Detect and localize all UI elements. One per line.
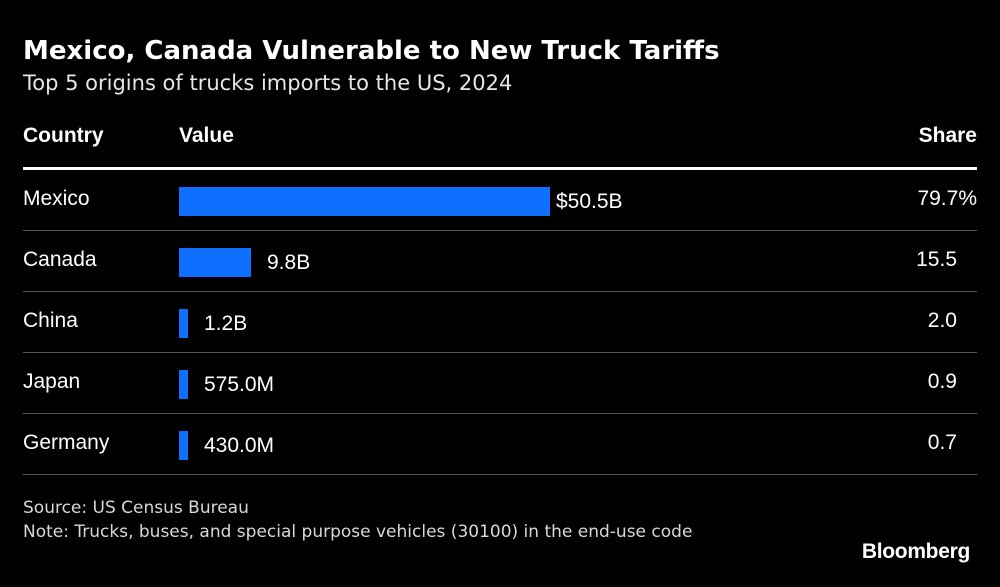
country-label: Germany — [23, 431, 110, 454]
bloomberg-logo: Bloomberg — [861, 540, 970, 563]
value-label: $50.5B — [556, 190, 623, 213]
country-label: Mexico — [23, 187, 90, 210]
row-divider — [23, 352, 977, 353]
country-label: China — [23, 309, 78, 332]
share-value: 2.0 — [927, 309, 957, 332]
chart-subtitle: Top 5 origins of trucks imports to the U… — [23, 71, 513, 95]
country-label: Canada — [23, 248, 97, 271]
share-value: 0.7 — [927, 431, 957, 454]
footnote: Note: Trucks, buses, and special purpose… — [23, 522, 693, 542]
value-bar — [179, 370, 188, 399]
row-divider — [23, 230, 977, 231]
chart-title: Mexico, Canada Vulnerable to New Truck T… — [23, 36, 720, 66]
value-bar — [179, 248, 251, 277]
row-divider — [23, 413, 977, 414]
table-row: Japan 575.0M 0.9 — [0, 353, 1000, 414]
row-divider — [23, 291, 977, 292]
column-header-share: Share — [918, 124, 977, 147]
share-value: 15.5 — [916, 248, 957, 271]
table-row: Canada 9.8B 15.5 — [0, 231, 1000, 292]
value-bar — [179, 187, 550, 216]
table-row: China 1.2B 2.0 — [0, 292, 1000, 353]
share-value: 79.7% — [917, 187, 977, 210]
column-header-country: Country — [23, 124, 104, 147]
header-divider — [23, 167, 977, 170]
source-note: Source: US Census Bureau — [23, 498, 249, 518]
country-label: Japan — [23, 370, 81, 393]
value-label: 1.2B — [204, 312, 248, 335]
value-label: 9.8B — [267, 251, 311, 274]
table-row: Germany 430.0M 0.7 — [0, 414, 1000, 475]
value-bar — [179, 431, 188, 460]
row-divider — [23, 474, 977, 475]
value-bar — [179, 309, 188, 338]
share-value: 0.9 — [927, 370, 957, 393]
value-label: 430.0M — [204, 434, 275, 457]
column-header-value: Value — [179, 124, 234, 147]
table-row: Mexico $50.5B 79.7% — [0, 170, 1000, 231]
value-label: 575.0M — [204, 373, 275, 396]
